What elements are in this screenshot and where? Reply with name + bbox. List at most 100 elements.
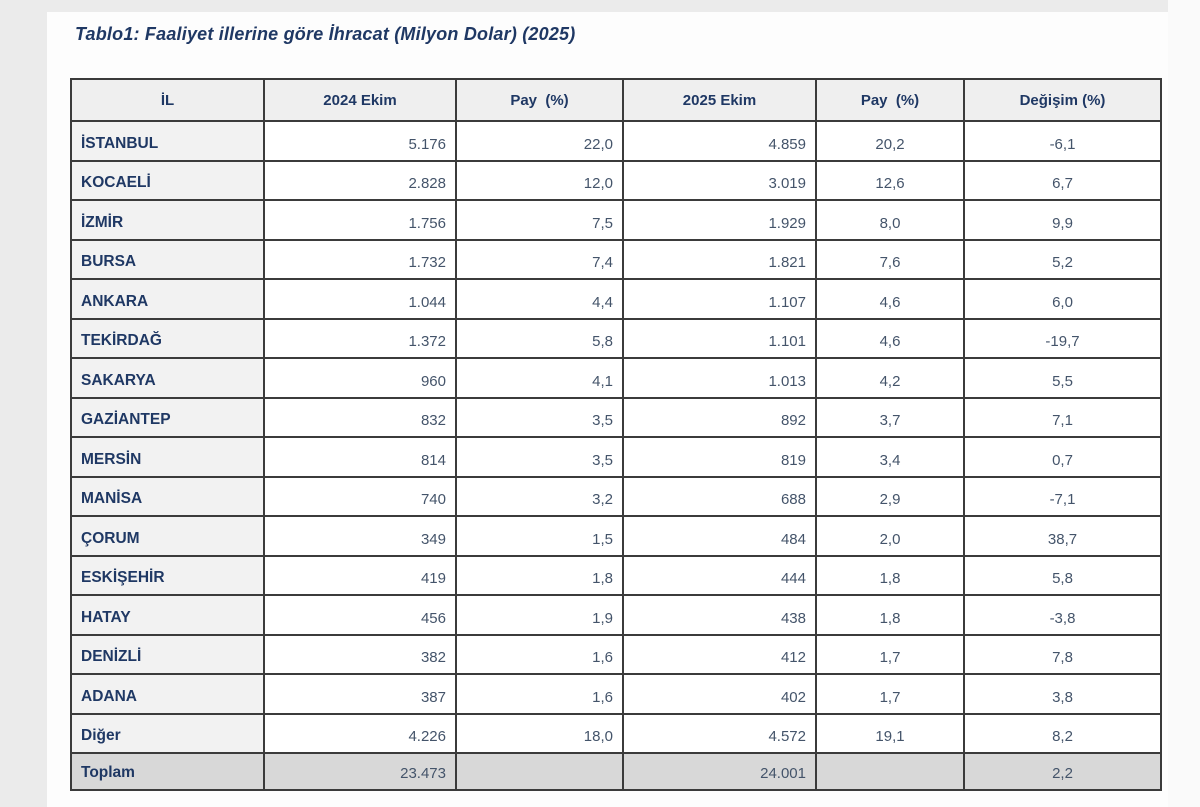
share-2025-cell: 7,6	[815, 238, 965, 280]
province-cell: MERSİN	[70, 436, 265, 478]
share-2024-cell: 3,5	[455, 396, 624, 438]
share-2025-cell: 3,7	[815, 396, 965, 438]
table-row: TEKİRDAĞ 1.372 5,8 1.101 4,6 -19,7	[70, 317, 1162, 359]
value-2025-cell: 4.572	[622, 712, 817, 754]
total-row: Toplam 23.473 24.001 2,2	[70, 752, 1162, 791]
province-cell: HATAY	[70, 594, 265, 636]
value-2024-cell: 1.756	[263, 199, 457, 241]
value-2024-cell: 1.732	[263, 238, 457, 280]
value-2025-cell: 1.821	[622, 238, 817, 280]
change-cell: 7,1	[963, 396, 1162, 438]
table-row: ADANA 387 1,6 402 1,7 3,8	[70, 673, 1162, 715]
value-2025-cell: 1.101	[622, 317, 817, 359]
value-2025-cell: 1.107	[622, 278, 817, 320]
change-cell: 38,7	[963, 515, 1162, 557]
table-row: GAZİANTEP 832 3,5 892 3,7 7,1	[70, 396, 1162, 438]
value-2024-cell: 387	[263, 673, 457, 715]
value-2024-cell: 1.372	[263, 317, 457, 359]
column-header-il: İL	[70, 78, 265, 122]
province-cell: SAKARYA	[70, 357, 265, 399]
value-2024-cell: 960	[263, 357, 457, 399]
table-row: SAKARYA 960 4,1 1.013 4,2 5,5	[70, 357, 1162, 399]
table-row: HATAY 456 1,9 438 1,8 -3,8	[70, 594, 1162, 636]
change-cell: -19,7	[963, 317, 1162, 359]
share-2024-cell: 22,0	[455, 120, 624, 162]
value-2024-cell: 740	[263, 475, 457, 517]
page-margin-strip	[1168, 0, 1200, 807]
province-cell: GAZİANTEP	[70, 396, 265, 438]
change-cell: 3,8	[963, 673, 1162, 715]
change-cell: 5,8	[963, 554, 1162, 596]
share-2024-cell: 1,6	[455, 673, 624, 715]
value-2024-cell: 23.473	[263, 752, 457, 791]
share-2025-cell: 1,8	[815, 554, 965, 596]
share-2024-cell: 7,5	[455, 199, 624, 241]
column-header-pay-2025: Pay (%)	[815, 78, 965, 122]
value-2025-cell: 484	[622, 515, 817, 557]
province-cell: KOCAELİ	[70, 159, 265, 201]
share-2025-cell: 1,7	[815, 633, 965, 675]
change-cell: 6,0	[963, 278, 1162, 320]
share-2025-cell: 1,8	[815, 594, 965, 636]
share-2025-cell: 2,9	[815, 475, 965, 517]
value-2025-cell: 688	[622, 475, 817, 517]
table-row: DENİZLİ 382 1,6 412 1,7 7,8	[70, 633, 1162, 675]
province-cell: ESKİŞEHİR	[70, 554, 265, 596]
value-2025-cell: 3.019	[622, 159, 817, 201]
province-cell: BURSA	[70, 238, 265, 280]
content-card: Tablo1: Faaliyet illerine göre İhracat (…	[47, 12, 1168, 807]
value-2024-cell: 814	[263, 436, 457, 478]
column-header-2025-ekim: 2025 Ekim	[622, 78, 817, 122]
share-2024-cell: 3,2	[455, 475, 624, 517]
value-2024-cell: 349	[263, 515, 457, 557]
province-cell: ÇORUM	[70, 515, 265, 557]
change-cell: 0,7	[963, 436, 1162, 478]
table-row: MANİSA 740 3,2 688 2,9 -7,1	[70, 475, 1162, 517]
table-row: ANKARA 1.044 4,4 1.107 4,6 6,0	[70, 278, 1162, 320]
table-row: MERSİN 814 3,5 819 3,4 0,7	[70, 436, 1162, 478]
province-cell: İSTANBUL	[70, 120, 265, 162]
share-2025-cell: 4,6	[815, 317, 965, 359]
share-2025-cell: 12,6	[815, 159, 965, 201]
column-header-pay-2024: Pay (%)	[455, 78, 624, 122]
table-body: İSTANBUL 5.176 22,0 4.859 20,2 -6,1 KOCAELİ 2.8…	[70, 120, 1162, 791]
value-2024-cell: 2.828	[263, 159, 457, 201]
value-2025-cell: 402	[622, 673, 817, 715]
value-2024-cell: 5.176	[263, 120, 457, 162]
change-cell: 7,8	[963, 633, 1162, 675]
share-2025-cell	[815, 752, 965, 791]
value-2025-cell: 412	[622, 633, 817, 675]
table-row: KOCAELİ 2.828 12,0 3.019 12,6 6,7	[70, 159, 1162, 201]
change-cell: 6,7	[963, 159, 1162, 201]
change-cell: 2,2	[963, 752, 1162, 791]
column-header-degisim: Değişim (%)	[963, 78, 1162, 122]
share-2024-cell: 1,9	[455, 594, 624, 636]
change-cell: -3,8	[963, 594, 1162, 636]
change-cell: 5,2	[963, 238, 1162, 280]
share-2024-cell: 5,8	[455, 317, 624, 359]
province-cell: ANKARA	[70, 278, 265, 320]
table-row: ÇORUM 349 1,5 484 2,0 38,7	[70, 515, 1162, 557]
table-row: İSTANBUL 5.176 22,0 4.859 20,2 -6,1	[70, 120, 1162, 162]
value-2024-cell: 456	[263, 594, 457, 636]
change-cell: 8,2	[963, 712, 1162, 754]
share-2024-cell: 1,5	[455, 515, 624, 557]
exports-table: İL 2024 Ekim Pay (%) 2025 Ekim Pay (%) D…	[70, 78, 1162, 791]
share-2024-cell	[455, 752, 624, 791]
value-2025-cell: 819	[622, 436, 817, 478]
province-cell: MANİSA	[70, 475, 265, 517]
share-2024-cell: 1,6	[455, 633, 624, 675]
share-2025-cell: 20,2	[815, 120, 965, 162]
share-2025-cell: 8,0	[815, 199, 965, 241]
value-2025-cell: 24.001	[622, 752, 817, 791]
value-2025-cell: 444	[622, 554, 817, 596]
share-2025-cell: 4,6	[815, 278, 965, 320]
table-row: Diğer 4.226 18,0 4.572 19,1 8,2	[70, 712, 1162, 754]
table-row: ESKİŞEHİR 419 1,8 444 1,8 5,8	[70, 554, 1162, 596]
share-2024-cell: 7,4	[455, 238, 624, 280]
column-header-2024-ekim: 2024 Ekim	[263, 78, 457, 122]
value-2025-cell: 892	[622, 396, 817, 438]
table-row: BURSA 1.732 7,4 1.821 7,6 5,2	[70, 238, 1162, 280]
share-2024-cell: 1,8	[455, 554, 624, 596]
value-2025-cell: 1.929	[622, 199, 817, 241]
